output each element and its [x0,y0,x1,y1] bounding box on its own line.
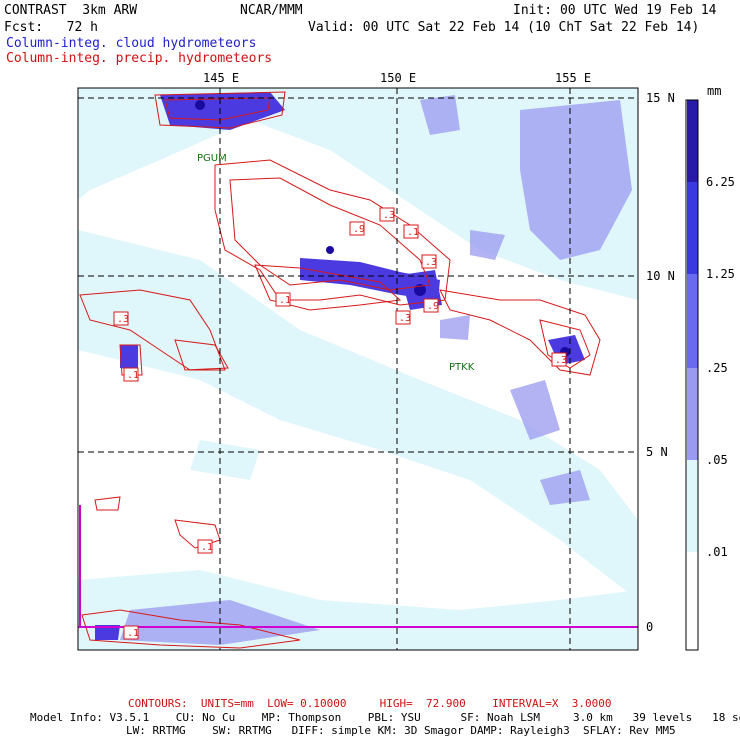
colorbar [685,99,699,651]
contour-label: .3 [555,355,567,366]
colorbar-level: .01 [706,545,728,559]
cloud-field-label: Column-integ. cloud hydrometeors [6,36,257,51]
model-title: CONTRAST 3km ARW [4,3,138,18]
station-label-pgum: PGUM [197,153,227,164]
lon-label: 150 E [380,71,416,85]
precip-contours [79,91,601,649]
contour-label: .3 [399,313,411,324]
lat-label: 10 N [646,269,675,283]
contour-label: .1 [407,227,419,238]
colorbar-labels: mm 6.25 1.25 .25 .05 .01 [706,84,735,559]
contour-info: CONTOURS: UNITS=mm LOW= 0.10000 HIGH= 72… [128,697,612,710]
lat-lon-grid [78,88,638,650]
contour-label: .3 [425,257,437,268]
colorbar-level: .25 [706,361,728,375]
colorbar-unit: mm [707,84,721,98]
lat-label: 0 [646,620,653,634]
contour-label-boxes [113,207,567,640]
init-time: Init: 00 UTC Wed 19 Feb 14 [513,3,717,18]
valid-time: Valid: 00 UTC Sat 22 Feb 14 (10 ChT Sat … [308,20,700,35]
contour-label-texts: .3 .9 .1 .3 .1 .3 .9 .3 .3 .1 .1 .1 [117,210,567,639]
lon-label: 155 E [555,71,591,85]
contour-label: .3 [117,314,129,325]
org-label: NCAR/MMM [240,3,303,18]
cloud-shading-core [195,100,570,357]
model-info-line2: LW: RRTMG SW: RRTMG DIFF: simple KM: 3D … [126,724,676,737]
cloud-shading-medium [120,95,632,645]
precip-field-label: Column-integ. precip. hydrometeors [6,51,273,66]
lat-label: 15 N [646,91,675,105]
colorbar-level: 1.25 [706,267,735,281]
contour-label: .1 [127,370,139,381]
contour-label: .1 [279,295,291,306]
colorbar-level: .05 [706,453,728,467]
contour-label: .1 [201,542,213,553]
station-label-ptkk: PTKK [449,362,475,373]
model-info-line1: Model Info: V3.5.1 CU: No Cu MP: Thompso… [30,711,740,724]
colorbar-level: 6.25 [706,175,735,189]
lat-label: 5 N [646,445,668,459]
contour-label: .1 [127,628,139,639]
lon-label: 145 E [203,71,239,85]
contour-label: .9 [353,224,365,235]
contour-label: .3 [383,210,395,221]
contour-label: .9 [427,301,439,312]
map-frame [77,87,639,651]
axis-labels: 145 E 150 E 155 E 15 N 10 N 5 N 0 [203,71,675,634]
forecast-hour: Fcst: 72 h [4,20,98,35]
